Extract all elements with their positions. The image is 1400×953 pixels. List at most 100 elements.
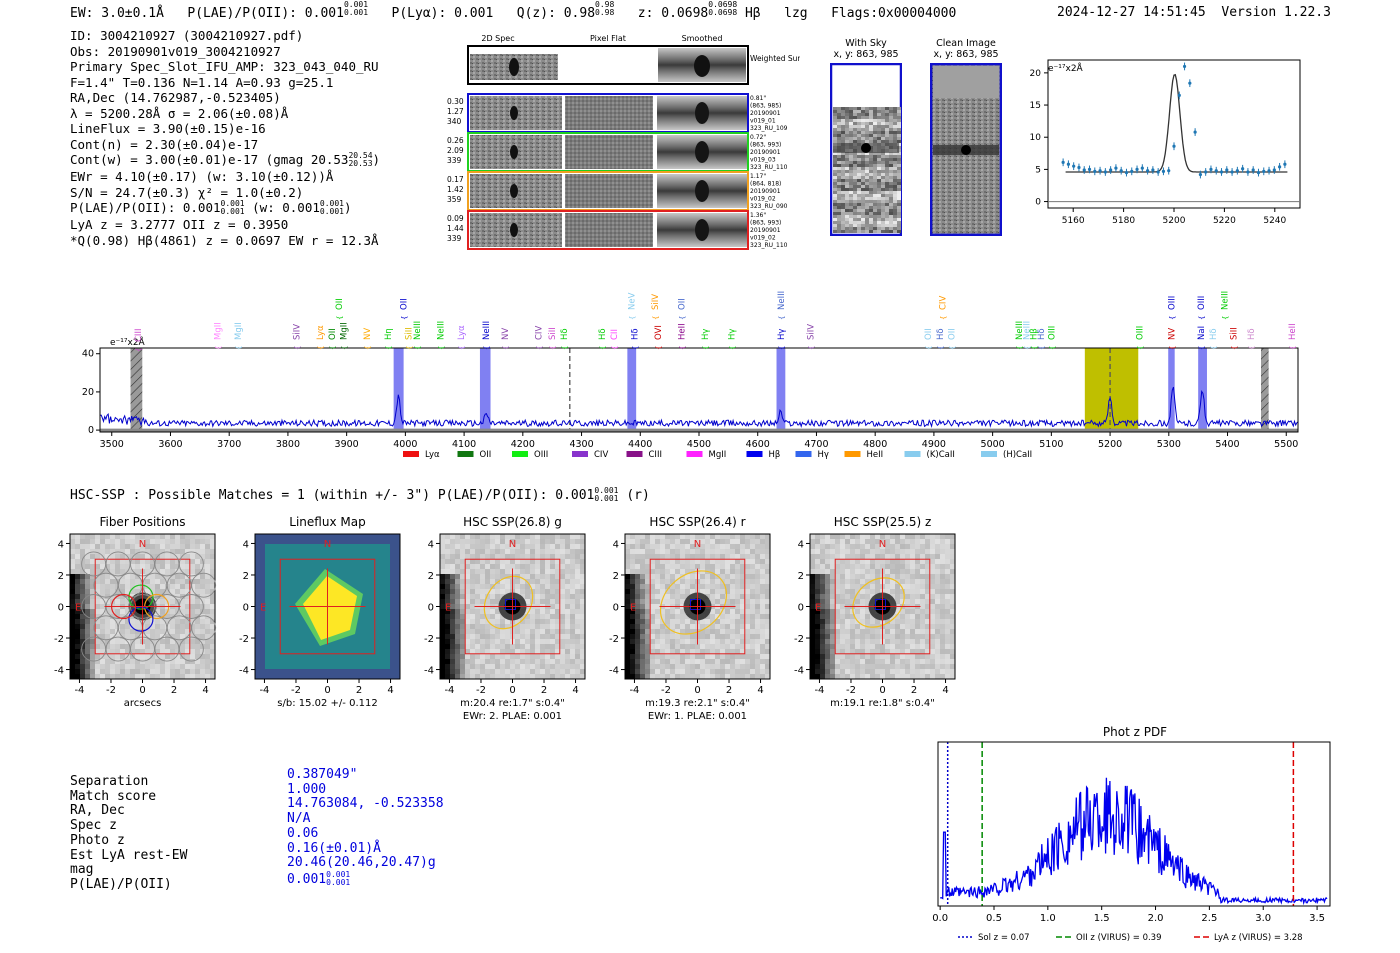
spectrum-xtick-label: 3600 [158, 439, 182, 450]
clean-image [930, 63, 1002, 236]
match-table-labels: Separation Match score RA, Dec Spec z Ph… [70, 774, 188, 892]
legend-label: OII [480, 450, 492, 460]
spectrum-line-brace: { [135, 348, 143, 352]
spectrum-line-brace: { [655, 346, 663, 350]
cutout-source [510, 223, 518, 237]
spectrum-line-brace: { [1248, 346, 1256, 350]
spectrum-line-label: Hδ [560, 328, 570, 340]
spectrum-trace [99, 386, 1299, 428]
legend-swatch [512, 451, 528, 457]
spectrum-line-label: NeIII [482, 321, 492, 340]
zoom-point [1156, 170, 1160, 174]
spectrum-line-brace: { [949, 346, 957, 350]
spectrum-highlight-band [1084, 348, 1139, 432]
cutout-right-stat: 323_RU_109 [750, 125, 788, 132]
spectrum-line-label: NeIII [777, 291, 787, 310]
stamp-ytick-label: -4 [424, 666, 434, 677]
stamp-north-label: N [139, 539, 146, 550]
stamp-xtick-label: 4 [942, 685, 948, 696]
cutout-right-stat: 0.72" [750, 134, 766, 141]
spectrum-line-brace: { [808, 346, 816, 350]
zoom-point [1230, 170, 1234, 174]
spectrum-line-label: OII [677, 298, 687, 310]
stamp-search-box [834, 558, 931, 655]
spectrum-line-brace: { [678, 316, 686, 320]
zoom-ytick-label: 0 [1035, 198, 1041, 208]
stamp-xtick-label: -4 [74, 685, 84, 696]
zoom-unit-label: e⁻¹⁷x2Å [1048, 62, 1084, 74]
stamp-xtick-label: -2 [291, 685, 301, 696]
spectrum-line-label: Hδ [1209, 328, 1219, 340]
cutout-left-stat: 339 [447, 234, 462, 243]
zoom-point [1066, 162, 1070, 166]
spectrum-line-brace: { [628, 316, 636, 320]
spectrum-xtick-label: 4200 [511, 439, 535, 450]
spectrum-line-label: Hδ [1247, 328, 1257, 340]
stamp-counterpart-marker [505, 599, 516, 610]
cutout-left-stat: 1.44 [447, 224, 464, 233]
stamp-ytick-label: -4 [54, 666, 64, 677]
stamp-ytick-label: -2 [609, 634, 619, 645]
spectrum-line-label: Lyα [316, 325, 326, 340]
cutout-right-stat: (863, 993) [750, 220, 781, 227]
spectrum-masked-band [1261, 348, 1269, 432]
pdf-legend-label: LyA z (VIRUS) = 3.28 [1214, 933, 1303, 943]
stamp-counterpart-marker [875, 599, 886, 610]
spectrum-line-brace: { [483, 346, 491, 350]
cutout-pixelflat [565, 135, 653, 169]
spectrum-line-brace: { [438, 346, 446, 350]
stamp-xtick-label: 2 [356, 685, 362, 696]
spectrum-line-label: CII [610, 329, 620, 340]
spectrum-line-label: NeIII [1015, 321, 1025, 340]
zoom-point [1161, 169, 1166, 173]
stamp-xtick-label: 0 [694, 685, 700, 696]
spectrum-line-brace: { [702, 346, 710, 350]
zoom-point [1072, 164, 1076, 168]
zoom-point [1177, 93, 1181, 97]
spectrum-line-label: OIII [1047, 326, 1057, 340]
stamp-ytick-label: -4 [609, 666, 619, 677]
with-sky-title: With Sky x, y: 863, 985 [833, 38, 899, 60]
header-plya: P(Lyα): 0.001 [391, 6, 494, 21]
pdf-xtick-label: 3.5 [1309, 913, 1325, 924]
zoom-point [1188, 81, 1192, 85]
spectrum-xtick-label: 3500 [100, 439, 124, 450]
header-summary: EW: 3.0±0.1Å P(LAE)/P(OII): 0.001 0.001 0.… [70, 0, 957, 22]
spectrum-line-brace: { [1031, 346, 1039, 350]
stamp-xtick-label: 0 [139, 685, 145, 696]
spectrum-line-brace: { [405, 346, 413, 350]
legend-label: CIII [649, 450, 662, 460]
cutout-left-stat: 359 [447, 195, 462, 204]
spectrum-line-label: OII [948, 328, 958, 340]
cutout-right-stat: (863, 985) [750, 103, 781, 110]
spectrum-line-brace: { [336, 316, 344, 320]
zoom-point [1204, 170, 1208, 174]
spectrum-line-label: Hγ [777, 329, 787, 340]
spectrum-line-brace: { [1038, 346, 1046, 350]
header-plae: P(LAE)/P(OII): 0.001 [187, 6, 344, 21]
spectrum-line-brace: { [414, 346, 422, 350]
cutout-col-title-2dspec: 2D Spec [481, 34, 514, 43]
spectrum-line-brace: { [1024, 346, 1032, 350]
spectrum-line-brace: { [1048, 346, 1056, 350]
stamp-ytick-label: -2 [54, 634, 64, 645]
cutout-right-stat: 0.81" [750, 95, 766, 102]
pdf-title: Phot z PDF [1103, 725, 1167, 739]
cutout-left-stat: 0.26 [447, 136, 464, 145]
zoom-plot-frame [1047, 59, 1301, 209]
spectrum-xtick-label: 5100 [1039, 439, 1063, 450]
detection-info: ID: 3004210927 (3004210927.pdf) Obs: 201… [70, 28, 381, 248]
line-zoom-chart: e⁻¹⁷x2Å 5160 5180 5200 5220 5240 0 5 10 15 20 [1030, 59, 1301, 226]
spectrum-line-brace: { [937, 346, 945, 350]
stamp-xtick-label: 0 [324, 685, 330, 696]
stamp-caption-2: EWr: 1. PLAE: 0.001 [648, 711, 747, 722]
spectrum-line-band [393, 348, 404, 432]
spectrum-line-label: OIII [1197, 296, 1207, 310]
spectrum-line-label: Hγ [727, 329, 737, 340]
stamp-xtick-label: -4 [259, 685, 269, 696]
zoom-point [1087, 167, 1092, 171]
cutout-right-stat: 20190901 [750, 110, 781, 117]
stamp-ytick-label: 4 [58, 539, 64, 550]
stamp-image [625, 534, 770, 679]
